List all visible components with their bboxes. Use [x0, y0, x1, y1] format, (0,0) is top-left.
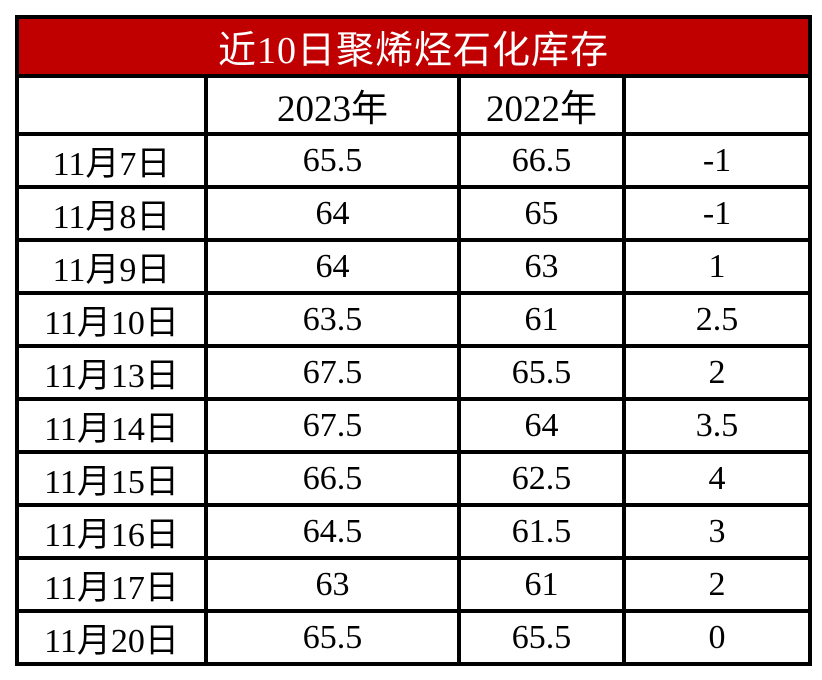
date-cell: 11月20日 — [15, 609, 208, 666]
value-cell: 2 — [621, 344, 813, 401]
date-cell: 11月9日 — [15, 238, 208, 295]
value-cell: 62.5 — [457, 450, 626, 507]
col-header-blank-right — [621, 74, 813, 136]
value-cell: 63 — [457, 238, 626, 295]
value-cell: 65.5 — [457, 609, 626, 666]
value-cell: 66.5 — [457, 132, 626, 189]
table-row: 11月20日 65.5 65.5 0 — [15, 609, 813, 666]
date-cell: 11月16日 — [15, 503, 208, 560]
date-cell: 11月14日 — [15, 397, 208, 454]
table-row: 11月10日 63.5 61 2.5 — [15, 291, 813, 348]
date-cell: 11月17日 — [15, 556, 208, 613]
table-body: 11月7日 65.5 66.5 -1 11月8日 64 65 -1 11月9日 64 63 1 11月1… — [15, 132, 813, 666]
value-cell: 64.5 — [204, 503, 461, 560]
col-header-2022: 2022年 — [457, 74, 626, 136]
value-cell: 66.5 — [204, 450, 461, 507]
date-cell: 11月10日 — [15, 291, 208, 348]
value-cell: 3 — [621, 503, 813, 560]
table-title: 近10日聚烯烃石化库存 — [14, 15, 813, 78]
value-cell: 63.5 — [204, 291, 461, 348]
col-header-2023: 2023年 — [204, 74, 461, 136]
date-cell: 11月13日 — [15, 344, 208, 401]
value-cell: 65.5 — [457, 344, 626, 401]
value-cell: 4 — [621, 450, 813, 507]
date-cell: 11月8日 — [15, 185, 208, 242]
value-cell: 63 — [204, 556, 461, 613]
value-cell: 1 — [621, 238, 813, 295]
value-cell: 3.5 — [621, 397, 813, 454]
value-cell: 61 — [457, 291, 626, 348]
spreadsheet-area: 近10日聚烯烃石化库存 2023年 2022年 11月7日 65.5 66.5 -1 1… — [14, 15, 813, 666]
value-cell: 61.5 — [457, 503, 626, 560]
value-cell: 2 — [621, 556, 813, 613]
table-row: 11月13日 67.5 65.5 2 — [15, 344, 813, 401]
value-cell: 67.5 — [204, 344, 461, 401]
table-row: 11月16日 64.5 61.5 3 — [15, 503, 813, 560]
table-row: 11月17日 63 61 2 — [15, 556, 813, 613]
date-cell: 11月15日 — [15, 450, 208, 507]
value-cell: 65.5 — [204, 609, 461, 666]
date-cell: 11月7日 — [15, 132, 208, 189]
value-cell: 2.5 — [621, 291, 813, 348]
col-header-blank-left — [15, 74, 208, 136]
value-cell: 67.5 — [204, 397, 461, 454]
value-cell: 61 — [457, 556, 626, 613]
value-cell: 64 — [204, 238, 461, 295]
table-row: 11月9日 64 63 1 — [15, 238, 813, 295]
value-cell: -1 — [621, 185, 813, 242]
value-cell: 64 — [204, 185, 461, 242]
inventory-table: 近10日聚烯烃石化库存 2023年 2022年 11月7日 65.5 66.5 -1 1… — [14, 15, 813, 666]
value-cell: -1 — [621, 132, 813, 189]
table-row: 11月7日 65.5 66.5 -1 — [15, 132, 813, 189]
table-row: 11月8日 64 65 -1 — [15, 185, 813, 242]
table-row: 11月15日 66.5 62.5 4 — [15, 450, 813, 507]
title-row: 近10日聚烯烃石化库存 — [14, 15, 813, 78]
table-row: 11月14日 67.5 64 3.5 — [15, 397, 813, 454]
value-cell: 0 — [621, 609, 813, 666]
header-row: 2023年 2022年 — [15, 74, 813, 136]
value-cell: 65 — [457, 185, 626, 242]
value-cell: 65.5 — [204, 132, 461, 189]
value-cell: 64 — [457, 397, 626, 454]
